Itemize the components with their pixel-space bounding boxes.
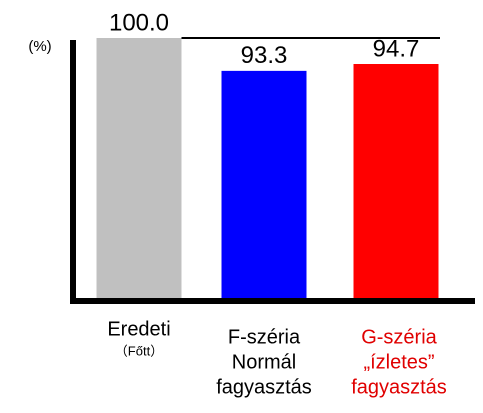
x-tick-label: „ízletes” [363,351,434,373]
x-tick-label: fagyasztás [216,376,312,398]
bar [221,70,307,299]
x-tick-label: G-széria [361,326,437,348]
value-label: 100.0 [109,9,169,36]
x-axis [70,298,475,304]
value-label: 93.3 [241,42,288,69]
bar [96,38,182,298]
value-label: 94.7 [373,35,420,62]
y-axis-label: (%) [28,38,51,55]
x-tick-label: F-széria [228,326,301,348]
x-tick-label: Normál [232,351,296,373]
y-axis [70,40,76,304]
x-tick-label: fagyasztás [351,376,447,398]
x-tick-label: Eredeti [107,318,170,340]
bar [353,64,439,298]
x-tick-label: （Főtt） [115,343,163,358]
